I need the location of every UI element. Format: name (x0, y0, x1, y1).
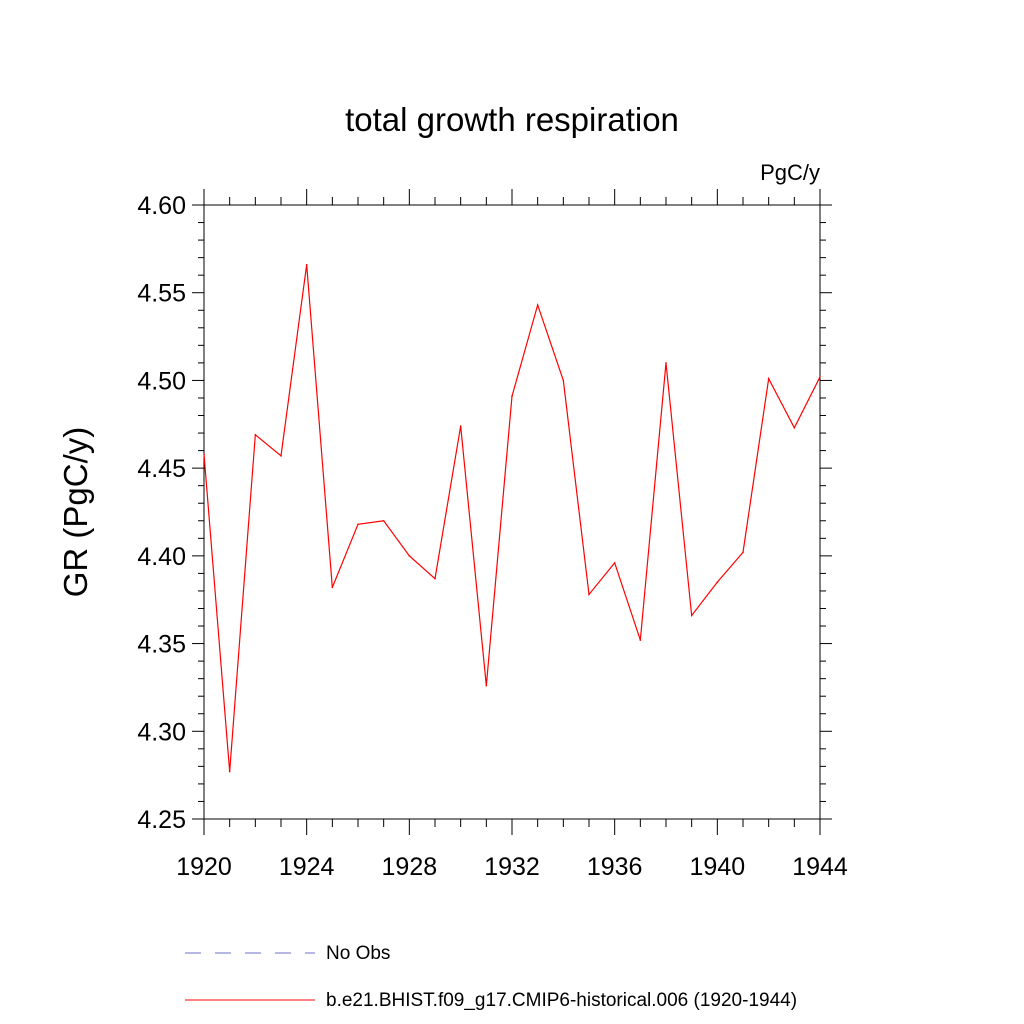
data-point (613, 562, 616, 564)
data-point (280, 455, 282, 457)
y-tick-labels: 4.25 4.30 4.35 4.40 4.45 4.50 4.55 4.60 (137, 192, 186, 834)
y-tick-label: 4.45 (137, 455, 186, 483)
data-point (434, 577, 436, 580)
x-tick-label: 1944 (792, 853, 848, 881)
data-point (203, 453, 205, 455)
x-tick-label: 1932 (484, 853, 540, 881)
data-point (408, 555, 411, 557)
y-tick-label: 4.25 (137, 806, 186, 834)
y-tick-label: 4.60 (137, 192, 186, 220)
x-tick-label: 1940 (690, 853, 746, 881)
data-point (793, 426, 796, 429)
data-point (639, 639, 642, 641)
units-label: PgC/y (760, 160, 820, 185)
y-tick-label: 4.40 (137, 543, 186, 571)
x-tick-label: 1920 (176, 853, 232, 881)
chart-title: total growth respiration (345, 101, 679, 138)
data-point (357, 523, 359, 526)
y-tick-label: 4.55 (137, 280, 186, 308)
plot-frame (203, 204, 821, 820)
data-point (742, 551, 744, 554)
data-point (305, 263, 308, 266)
data-point (819, 376, 821, 378)
data-point (767, 377, 770, 380)
data-point (588, 593, 590, 596)
data-point (665, 362, 667, 364)
data-point (562, 379, 565, 382)
data-point (716, 581, 719, 583)
data-point (228, 770, 231, 773)
x-tick-label: 1928 (382, 853, 438, 881)
series-layer (203, 263, 821, 773)
legend-label-no-obs: No Obs (326, 943, 390, 964)
series-line-0 (203, 264, 821, 772)
legend-label-historical: b.e21.BHIST.f09_g17.CMIP6-historical.006… (326, 990, 797, 1011)
data-point (485, 684, 488, 687)
legend: No Obs b.e21.BHIST.f09_g17.CMIP6-histori… (185, 943, 797, 1011)
y-tick-label: 4.35 (137, 631, 186, 659)
major-ticks (192, 189, 832, 835)
data-point (459, 425, 462, 427)
data-point (511, 395, 513, 398)
x-tick-labels: 1920 1924 1928 1932 1936 1940 1944 (176, 853, 848, 881)
y-tick-label: 4.30 (137, 718, 186, 746)
minor-ticks (198, 197, 826, 827)
data-point (331, 586, 334, 589)
x-tick-label: 1936 (587, 853, 643, 881)
data-point (382, 519, 385, 522)
data-point (254, 434, 257, 436)
x-tick-label: 1924 (279, 853, 335, 881)
data-point (690, 614, 693, 617)
y-tick-label: 4.50 (137, 367, 186, 395)
y-axis-label: GR (PgC/y) (57, 427, 94, 598)
data-point (536, 304, 539, 306)
